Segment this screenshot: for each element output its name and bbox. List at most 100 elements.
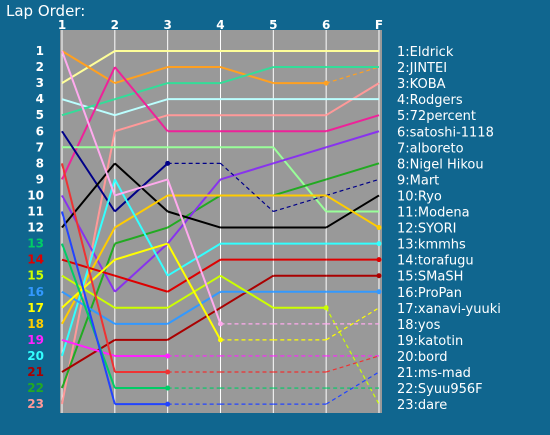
lap-axis: 1 2 3 4 5 6 F xyxy=(58,18,383,32)
series-segment-jintei xyxy=(325,66,380,84)
series-segment-smash xyxy=(167,306,222,341)
final-order-label: 14:torafugu xyxy=(397,254,474,269)
final-order-label: 21:ms-mad xyxy=(397,366,471,381)
final-order-label: 2:JINTEI xyxy=(397,61,447,76)
retire-point xyxy=(376,225,382,231)
series-segment-ms-mad xyxy=(61,163,116,373)
final-order-label: 7:alboreto xyxy=(397,141,464,156)
position-tick-label: 23 xyxy=(27,397,44,411)
position-tick-label: 22 xyxy=(27,381,44,395)
series-segment-bord xyxy=(61,338,116,357)
series-segment-yos xyxy=(166,179,222,325)
series-segment-yos xyxy=(61,50,116,196)
series-segment-jintei xyxy=(114,66,168,85)
retire-point xyxy=(165,401,171,407)
lap-tick-label: 6 xyxy=(322,18,330,32)
plot-area xyxy=(60,30,382,413)
final-order-label: 22:Syuu956F xyxy=(397,382,483,397)
final-order-label: 13:kmmhs xyxy=(397,238,466,253)
series-segment-torafugu xyxy=(114,274,168,293)
final-order-label: 9:Mart xyxy=(397,173,439,188)
series-segment-xanavi-yuuki xyxy=(61,274,116,309)
position-tick-label: 3 xyxy=(36,76,44,90)
series-segment-nigel-hikou xyxy=(325,162,380,181)
series-segment-ryo xyxy=(61,130,116,213)
series-segment-katotin xyxy=(114,242,168,261)
final-order-label: 12:SYORI xyxy=(397,222,457,237)
plot-background xyxy=(60,30,382,413)
series-segment-dare xyxy=(61,211,116,405)
final-order-label: 8:Nigel Hikou xyxy=(397,157,484,172)
series-lines xyxy=(61,50,382,407)
series-segment-syori xyxy=(114,194,169,229)
series-segment-72percent xyxy=(114,82,168,101)
position-tick-label: 6 xyxy=(36,124,44,138)
lap-tick-label: 4 xyxy=(216,18,224,32)
final-order-label: 18:yos xyxy=(397,318,441,333)
final-order-label: 17:xanavi-yuuki xyxy=(397,302,501,317)
final-order-label: 5:72percent xyxy=(397,109,476,124)
position-tick-label: 11 xyxy=(27,205,44,219)
series-segment-dare xyxy=(325,371,380,405)
series-segment-mart xyxy=(325,130,380,149)
series-segment-ryo xyxy=(325,178,380,197)
retire-point xyxy=(323,80,329,86)
position-tick-label: 14 xyxy=(27,253,44,267)
position-tick-label: 17 xyxy=(27,301,44,315)
final-order-label: 20:bord xyxy=(397,350,448,365)
retire-point xyxy=(165,385,171,391)
retire-point xyxy=(323,305,329,311)
final-order-label: 23:dare xyxy=(397,398,447,413)
lap-tick-label: 3 xyxy=(163,18,171,32)
position-tick-label: 10 xyxy=(27,188,44,202)
series-segment-torafugu xyxy=(167,258,222,293)
series-segment-72percent xyxy=(61,98,116,117)
series-segment-katotin xyxy=(325,307,380,341)
retire-point xyxy=(165,369,171,375)
series-segment-satoshi-1118 xyxy=(325,114,380,133)
final-order-labels: 1:Eldrick2:JINTEI3:KOBA4:Rodgers5:72perc… xyxy=(397,45,501,413)
lap-tick-label: 1 xyxy=(58,18,66,32)
series-segment-kmmhs xyxy=(167,242,222,277)
series-segment-syori xyxy=(61,227,116,325)
series-segment-alboreto xyxy=(272,146,327,213)
final-order-label: 3:KOBA xyxy=(397,77,446,92)
position-tick-label: 2 xyxy=(36,60,44,74)
position-tick-label: 12 xyxy=(27,221,44,235)
series-segment-mart xyxy=(166,178,222,245)
chart-title: Lap Order: xyxy=(6,2,85,20)
position-tick-label: 8 xyxy=(36,156,44,170)
retire-point xyxy=(165,353,171,359)
final-order-label: 1:Eldrick xyxy=(397,45,454,60)
position-tick-label: 9 xyxy=(36,172,44,186)
series-segment-72percent xyxy=(220,66,274,85)
series-segment-yos xyxy=(114,178,168,197)
retire-point xyxy=(376,289,382,295)
series-segment-mart xyxy=(220,162,274,181)
lap-tick-label: 2 xyxy=(111,18,119,32)
lap-tick-label: 5 xyxy=(269,18,277,32)
series-segment-nigel-hikou xyxy=(114,226,168,245)
position-tick-label: 18 xyxy=(27,317,44,331)
series-segment-ryo xyxy=(220,162,274,212)
position-tick-label: 1 xyxy=(36,44,44,58)
retire-point xyxy=(165,160,171,166)
final-order-label: 6:satoshi-1118 xyxy=(397,125,494,140)
retire-point xyxy=(217,337,223,343)
final-order-label: 15:SMaSH xyxy=(397,270,463,285)
series-segment-nigel-hikou xyxy=(273,178,327,197)
retire-point xyxy=(376,241,382,247)
position-tick-label: 5 xyxy=(36,108,44,122)
position-tick-label: 15 xyxy=(27,269,44,283)
position-tick-label: 13 xyxy=(27,237,44,251)
series-segment-jintei xyxy=(61,50,116,84)
lap-tick-label: F xyxy=(375,18,383,32)
series-segment-mart xyxy=(273,146,327,165)
series-segment-xanavi-yuuki xyxy=(219,274,274,309)
final-order-label: 11:Modena xyxy=(397,206,470,221)
position-tick-label: 16 xyxy=(27,285,44,299)
position-tick-label: 19 xyxy=(27,333,44,347)
final-order-label: 19:katotin xyxy=(397,334,463,349)
